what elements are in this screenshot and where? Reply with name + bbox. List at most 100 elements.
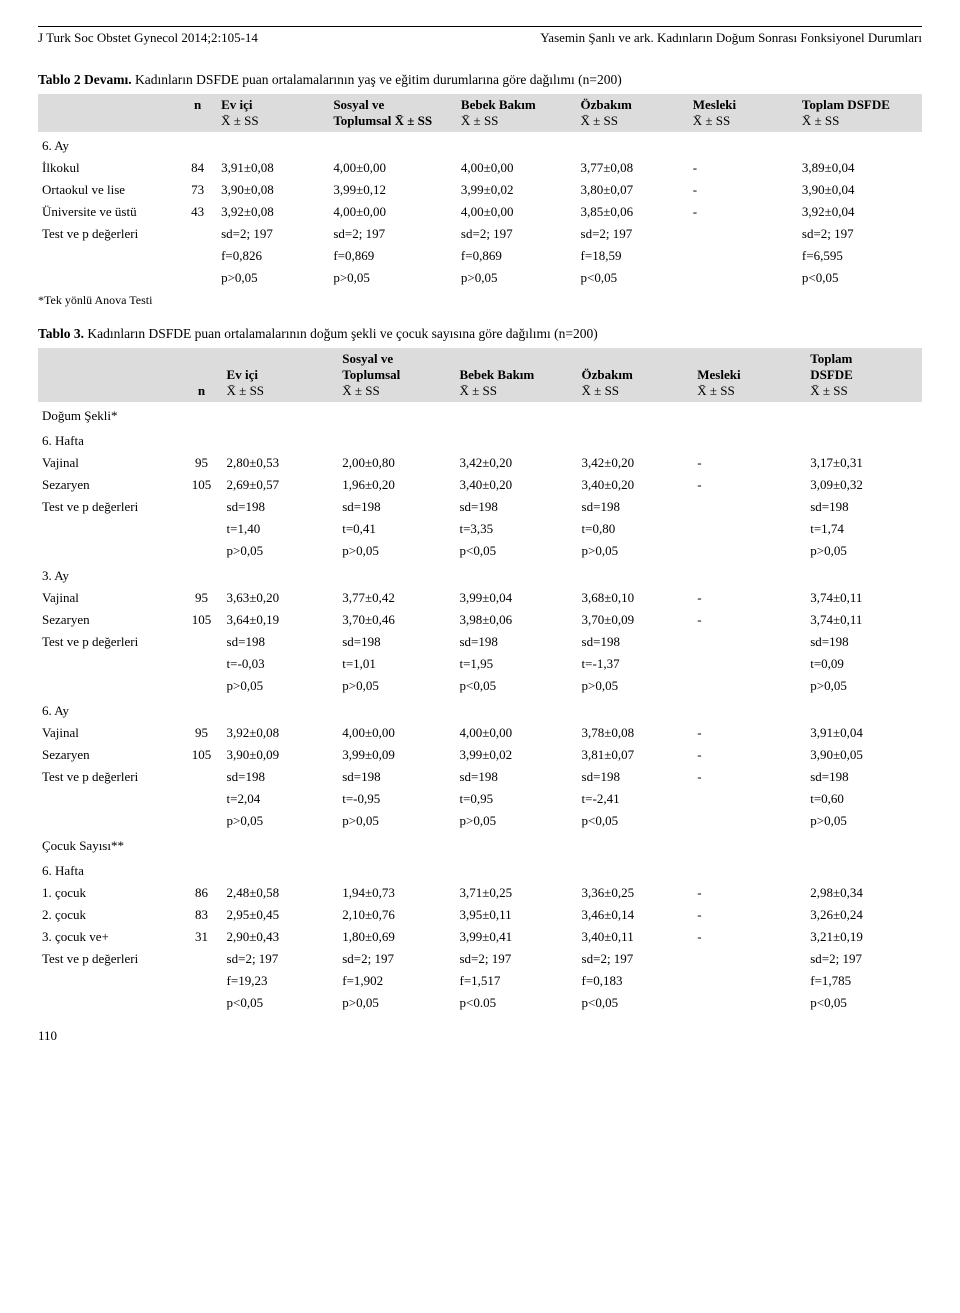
cell	[693, 653, 806, 675]
hdr-c2a: Sosyal ve	[333, 97, 384, 112]
hdr-c6a: Toplam DSFDE	[802, 97, 890, 112]
cell: sd=2; 197	[578, 948, 694, 970]
row-label: Ortaokul ve lise	[38, 179, 178, 201]
row-n	[180, 653, 222, 675]
cell: p>0,05	[338, 992, 455, 1014]
cell: sd=198	[578, 766, 694, 788]
cell	[693, 540, 806, 562]
cell: 2,48±0,58	[223, 882, 339, 904]
cell: f=1,785	[806, 970, 922, 992]
data-row: Sezaryen1053,90±0,093,99±0,093,99±0,023,…	[38, 744, 922, 766]
cell: sd=198	[338, 496, 455, 518]
table2-title: Tablo 2 Devamı. Kadınların DSFDE puan or…	[38, 72, 922, 88]
cell: 1,94±0,73	[338, 882, 455, 904]
row-n: 95	[180, 587, 222, 609]
data-row: 2. çocuk832,95±0,452,10±0,763,95±0,113,4…	[38, 904, 922, 926]
cell: 3,81±0,07	[578, 744, 694, 766]
cell: p>0,05	[338, 810, 455, 832]
data-row: 3. çocuk ve+312,90±0,431,80±0,693,99±0,4…	[38, 926, 922, 948]
cell: sd=2; 197	[806, 948, 922, 970]
cell: 3,71±0,25	[455, 882, 577, 904]
cell: 3,85±0,06	[577, 201, 689, 223]
row-n	[180, 518, 222, 540]
cell: 3,21±0,19	[806, 926, 922, 948]
t3-hdr-c2b: Toplumsal	[342, 367, 400, 382]
row-n: 95	[180, 452, 222, 474]
table3-title-bold: Tablo 3.	[38, 326, 84, 341]
section-major: Doğum Şekli*	[38, 402, 922, 427]
cell: sd=2; 197	[455, 948, 577, 970]
t3-hdr-c2a: Sosyal ve	[342, 351, 393, 366]
cell: 3,74±0,11	[806, 587, 922, 609]
cell: sd=198	[223, 766, 339, 788]
cell	[693, 675, 806, 697]
t3-hdr-n: n	[198, 383, 205, 398]
t3-hdr-c3a: Bebek Bakım	[459, 367, 534, 382]
row-label	[38, 518, 180, 540]
cell: t=-2,41	[578, 788, 694, 810]
row-n	[180, 540, 222, 562]
stat-row: t=1,40t=0,41t=3,35t=0,80t=1,74	[38, 518, 922, 540]
row-n	[178, 267, 217, 289]
cell: sd=2; 197	[223, 948, 339, 970]
cell	[693, 788, 806, 810]
hdr-c6b: X̄ ± SS	[802, 113, 839, 128]
cell: 3,26±0,24	[806, 904, 922, 926]
cell: 2,10±0,76	[338, 904, 455, 926]
article-ref: Yasemin Şanlı ve ark. Kadınların Doğum S…	[540, 30, 922, 46]
cell	[693, 518, 806, 540]
row-n: 105	[180, 744, 222, 766]
cell: f=1,902	[338, 970, 455, 992]
cell: 4,00±0,00	[457, 157, 577, 179]
row-n	[180, 675, 222, 697]
hdr-c1b: X̄ ± SS	[221, 113, 258, 128]
row-label: 3. çocuk ve+	[38, 926, 180, 948]
row-label: Test ve p değerleri	[38, 631, 180, 653]
cell: sd=198	[455, 631, 577, 653]
cell: t=0,80	[578, 518, 694, 540]
hdr-c3b: X̄ ± SS	[461, 113, 498, 128]
cell: p<0,05	[577, 267, 689, 289]
row-label: Sezaryen	[38, 744, 180, 766]
cell: sd=198	[338, 766, 455, 788]
t3-hdr-c4b: X̄ ± SS	[582, 383, 619, 398]
cell: 4,00±0,00	[457, 201, 577, 223]
hdr-n: n	[194, 97, 201, 112]
cell: sd=198	[578, 496, 694, 518]
cell: 3,63±0,20	[223, 587, 339, 609]
data-row: Vajinal953,92±0,084,00±0,004,00±0,003,78…	[38, 722, 922, 744]
cell	[693, 970, 806, 992]
cell: f=0,826	[217, 245, 329, 267]
stat-row: Test ve p değerlerisd=2; 197sd=2; 197sd=…	[38, 223, 922, 245]
cell: 3,77±0,08	[577, 157, 689, 179]
cell: t=0,60	[806, 788, 922, 810]
stat-row: p<0,05p>0,05p<0.05p<0,05p<0,05	[38, 992, 922, 1014]
cell: p>0,05	[457, 267, 577, 289]
row-n	[180, 788, 222, 810]
row-label	[38, 675, 180, 697]
cell: 3,99±0,09	[338, 744, 455, 766]
row-label: 1. çocuk	[38, 882, 180, 904]
row-n: 105	[180, 474, 222, 496]
row-n	[180, 631, 222, 653]
cell	[693, 810, 806, 832]
cell: 3,92±0,08	[223, 722, 339, 744]
cell: 3,92±0,08	[217, 201, 329, 223]
cell: f=1,517	[455, 970, 577, 992]
t3-hdr-c5b: X̄ ± SS	[697, 383, 734, 398]
cell: 2,95±0,45	[223, 904, 339, 926]
cell: sd=2; 197	[217, 223, 329, 245]
cell: p<0,05	[578, 810, 694, 832]
row-label: Test ve p değerleri	[38, 496, 180, 518]
cell: -	[693, 722, 806, 744]
cell: sd=198	[806, 631, 922, 653]
cell: 3,46±0,14	[578, 904, 694, 926]
row-label	[38, 540, 180, 562]
row-n: 31	[180, 926, 222, 948]
hdr-c4b: X̄ ± SS	[581, 113, 618, 128]
table2-title-bold: Tablo 2 Devamı.	[38, 72, 132, 87]
cell: p<0,05	[806, 992, 922, 1014]
table3: n Ev içiX̄ ± SS Sosyal veToplumsalX̄ ± S…	[38, 348, 922, 1014]
cell: 3,74±0,11	[806, 609, 922, 631]
cell: -	[693, 474, 806, 496]
